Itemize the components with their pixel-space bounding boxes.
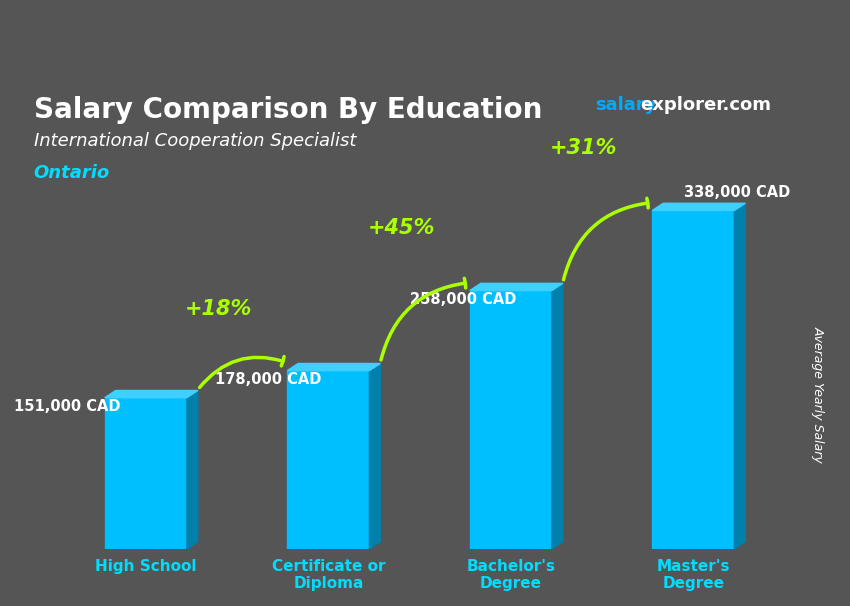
Text: +45%: +45% xyxy=(368,219,435,239)
Text: +18%: +18% xyxy=(185,299,252,319)
Polygon shape xyxy=(287,364,380,371)
Bar xyxy=(470,290,552,549)
Text: Salary Comparison By Education: Salary Comparison By Education xyxy=(34,96,542,124)
Polygon shape xyxy=(652,203,745,210)
Text: 258,000 CAD: 258,000 CAD xyxy=(411,291,517,307)
Text: +31%: +31% xyxy=(550,138,617,158)
Text: Ontario: Ontario xyxy=(34,164,110,182)
Text: Average Yearly Salary: Average Yearly Salary xyxy=(812,325,824,462)
Text: 178,000 CAD: 178,000 CAD xyxy=(215,371,321,387)
Polygon shape xyxy=(187,390,198,549)
Polygon shape xyxy=(370,364,380,549)
Bar xyxy=(287,371,370,549)
Polygon shape xyxy=(470,284,563,290)
Bar xyxy=(652,210,734,549)
Text: 151,000 CAD: 151,000 CAD xyxy=(14,399,121,414)
Text: 338,000 CAD: 338,000 CAD xyxy=(684,185,790,201)
Text: salary: salary xyxy=(595,96,656,115)
Text: International Cooperation Specialist: International Cooperation Specialist xyxy=(34,132,356,150)
Polygon shape xyxy=(105,390,198,398)
Polygon shape xyxy=(552,284,563,549)
Polygon shape xyxy=(734,203,745,549)
Bar xyxy=(105,398,187,549)
Text: explorer.com: explorer.com xyxy=(640,96,772,115)
